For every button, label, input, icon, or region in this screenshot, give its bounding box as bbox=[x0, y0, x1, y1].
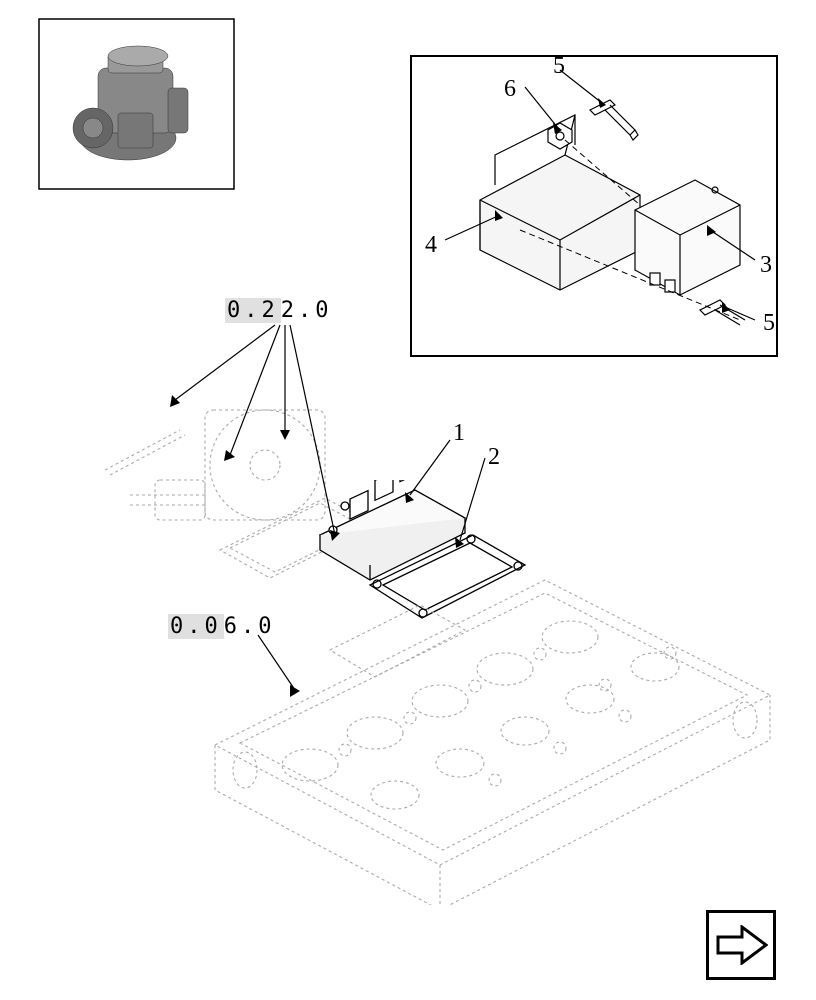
callout-2: 2 bbox=[488, 444, 500, 471]
callout-5-top: 5 bbox=[553, 53, 565, 80]
ref1-highlight: 0.2 bbox=[225, 298, 281, 323]
parts-diagram-page: 5 6 4 3 5 bbox=[0, 0, 816, 1000]
callout-6: 6 bbox=[504, 76, 516, 103]
ref1-lines bbox=[120, 300, 440, 580]
callout-4: 4 bbox=[425, 232, 437, 259]
cross-ref-2: 0.06.0 bbox=[168, 614, 276, 639]
cross-ref-1: 0.22.0 bbox=[225, 298, 333, 323]
ref2-highlight: 0.0 bbox=[168, 614, 224, 639]
ref2-rest: 6.0 bbox=[224, 614, 276, 639]
callout-1: 1 bbox=[453, 420, 465, 447]
engine-thumbnail bbox=[38, 18, 238, 193]
next-page-button[interactable] bbox=[706, 910, 776, 980]
callout-5-bottom: 5 bbox=[763, 310, 775, 337]
callout-lines-inset bbox=[410, 55, 780, 360]
callout-3: 3 bbox=[760, 252, 772, 279]
arrow-right-icon bbox=[714, 925, 768, 965]
ref1-rest: 2.0 bbox=[281, 298, 333, 323]
